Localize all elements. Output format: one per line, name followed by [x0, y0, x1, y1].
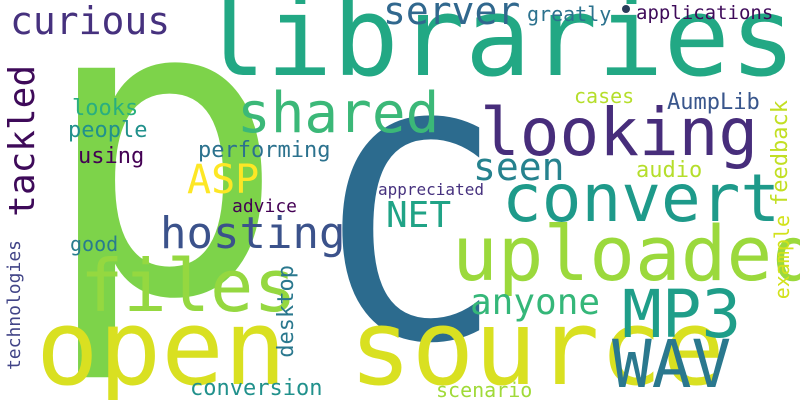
word-advice: advice [232, 196, 298, 217]
word-anyone: anyone [470, 282, 601, 323]
word-looking: looking [480, 94, 759, 171]
word-good: good [70, 232, 119, 256]
word-curious: curious [10, 0, 171, 43]
word-audio: audio [636, 158, 703, 183]
word-net: NET [386, 195, 452, 236]
word-p: p [40, 0, 287, 389]
word-files: files [80, 244, 297, 328]
word-convert: convert [502, 160, 781, 237]
word-appreciated: appreciated [378, 180, 484, 199]
word-shared: shared [237, 81, 440, 146]
word-technologies: technologies [4, 240, 25, 371]
word-hosting: hosting [160, 208, 346, 259]
word-scenario: scenario [436, 378, 533, 400]
word-conversion: conversion [190, 376, 323, 400]
word-applications: applications [636, 2, 774, 24]
dot [622, 5, 630, 13]
word-feedback: feedback [768, 100, 793, 206]
word-seen: seen [473, 145, 565, 189]
word-libraries: libraries [200, 0, 797, 101]
word-wav: WAV [612, 326, 732, 400]
word-example: example [770, 215, 794, 300]
word-looks: looks [72, 96, 139, 121]
word-asp: ASP [187, 157, 260, 203]
word-uploaded: uploaded [452, 209, 800, 298]
word-mp3: MP3 [622, 276, 742, 353]
word-server: server [383, 0, 521, 33]
word-aumplib: AumpLib [667, 90, 760, 115]
word-cases: cases [574, 84, 635, 108]
word-people: people [68, 118, 148, 143]
word-using: using [78, 144, 145, 169]
word-desktop: desktop [274, 265, 299, 358]
word-performing: performing [198, 138, 331, 163]
word-open-source: open source [36, 287, 725, 400]
word-greatly: greatly [527, 2, 612, 26]
word-tackled: tackled [2, 65, 43, 217]
word-c: C [322, 60, 503, 400]
